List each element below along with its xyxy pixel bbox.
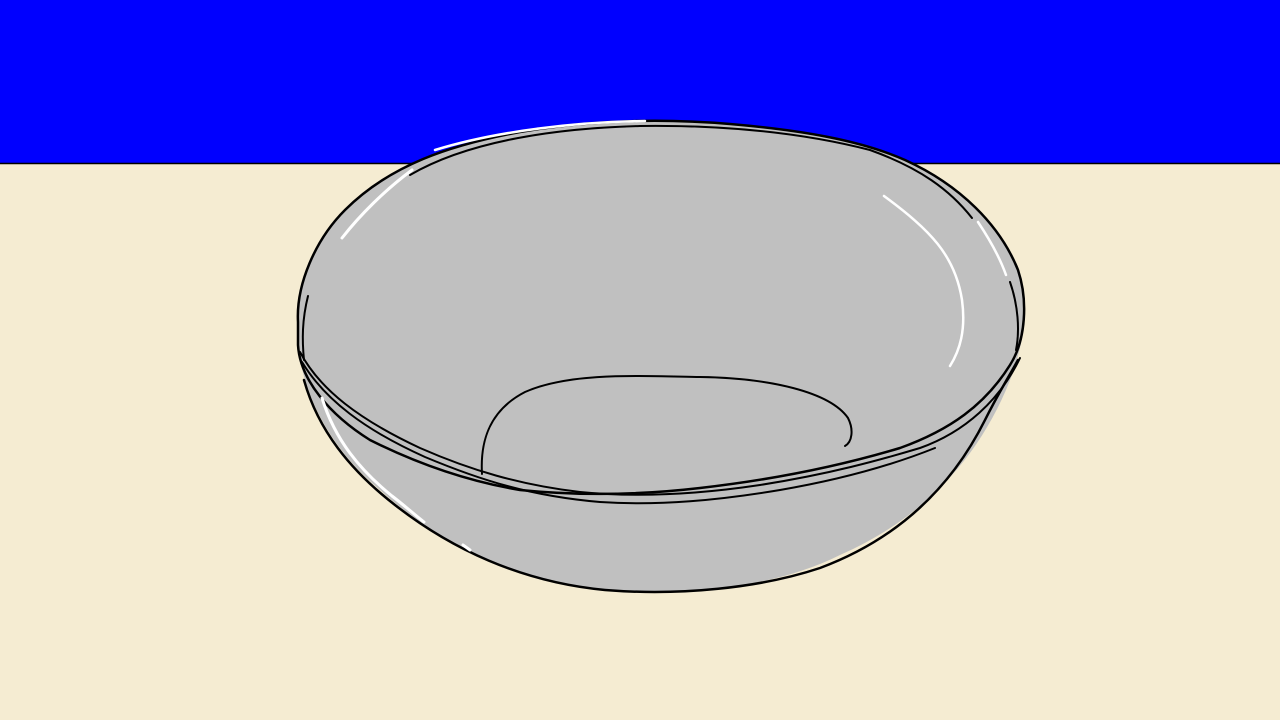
bowl-right-inner-edge — [1009, 281, 1019, 351]
bowl-rim-band-lower — [301, 361, 936, 505]
bowl-outer-outline — [302, 358, 1020, 594]
highlight-left-outer — [320, 396, 426, 524]
highlight-right-inner — [882, 194, 965, 368]
highlight-left-rim — [340, 168, 414, 240]
bowl-inner-rim — [409, 124, 973, 219]
highlight-right-rim — [976, 220, 1008, 277]
bowl-left-inner-edge — [301, 295, 309, 361]
highlight-top-rim — [433, 119, 647, 152]
bowl-base — [480, 375, 853, 475]
highlight-small-dash — [461, 543, 472, 552]
bowl-rim-band — [299, 351, 1021, 496]
bowl-interior — [296, 119, 1026, 496]
